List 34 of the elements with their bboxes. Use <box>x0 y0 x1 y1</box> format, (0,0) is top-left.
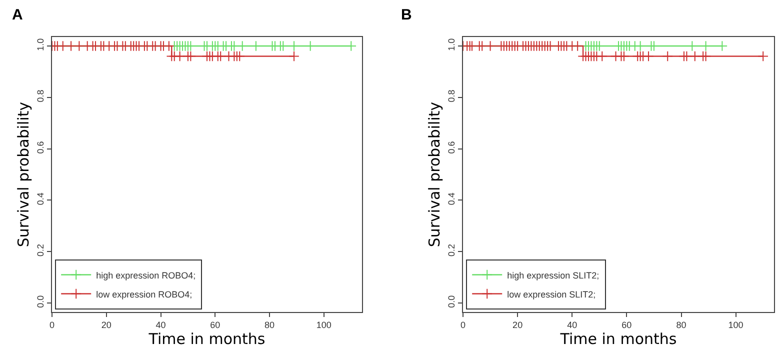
y-tick-label: 0.4 <box>35 192 46 206</box>
x-tick-label: 60 <box>622 320 632 330</box>
chart-title: A <box>12 6 23 24</box>
y-tick-label: 0.0 <box>446 295 456 308</box>
chart-title: B <box>401 6 412 24</box>
x-tick-label: 100 <box>316 320 332 330</box>
x-axis-title: Time in months <box>559 330 677 348</box>
x-tick-label: 40 <box>567 320 578 330</box>
y-tick-label: 0.8 <box>446 90 456 102</box>
x-tick-label: 100 <box>728 320 744 330</box>
legend-label: high expression ROBO4; <box>96 270 196 280</box>
x-tick-label: 20 <box>512 320 523 330</box>
x-tick-label: 20 <box>101 320 112 330</box>
legend-label: low expression SLIT2; <box>507 289 596 300</box>
legend-label: high expression SLIT2; <box>507 270 600 280</box>
x-tick-label: 60 <box>210 320 220 330</box>
x-tick-label: 40 <box>156 320 166 330</box>
x-axis-title: Time in months <box>148 330 266 348</box>
y-tick-label: 0.2 <box>35 244 46 257</box>
x-tick-label: 0 <box>49 320 55 330</box>
y-tick-label: 1.0 <box>35 38 46 51</box>
y-axis-title: Survival probability <box>14 102 33 248</box>
x-tick-label: 0 <box>460 320 466 330</box>
y-tick-label: 0.6 <box>446 141 456 154</box>
x-tick-label: 80 <box>264 320 275 330</box>
y-tick-label: 0.6 <box>35 141 46 154</box>
y-tick-label: 0.0 <box>35 295 46 308</box>
y-tick-label: 0.8 <box>35 90 46 102</box>
y-tick-label: 0.2 <box>446 244 456 257</box>
y-axis-title: Survival probability <box>426 102 444 248</box>
legend-label: low expression ROBO4; <box>96 289 192 300</box>
y-tick-label: 1.0 <box>446 38 456 51</box>
x-tick-label: 80 <box>676 320 686 330</box>
y-tick-label: 0.4 <box>446 192 456 206</box>
